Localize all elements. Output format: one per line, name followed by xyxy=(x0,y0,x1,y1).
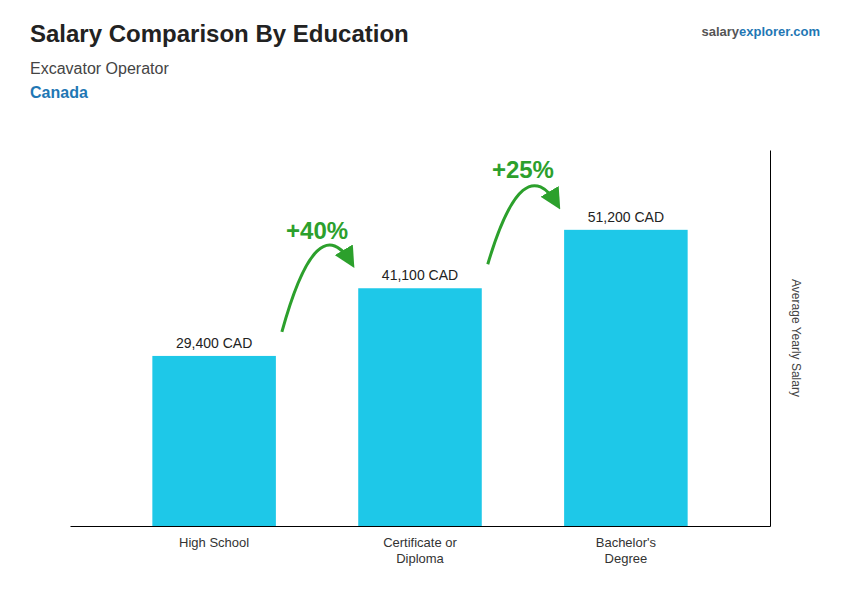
subtitle: Excavator Operator xyxy=(30,60,169,77)
bar xyxy=(152,356,276,526)
bar xyxy=(564,230,688,526)
data-label: 29,400 CAD xyxy=(176,335,252,351)
source: salaryexplorer.com xyxy=(701,24,820,39)
data-label: 41,100 CAD xyxy=(382,267,458,283)
x-axis-line xyxy=(71,526,771,527)
growth-arrow xyxy=(488,186,558,265)
annotations: +40% +25% xyxy=(282,156,558,331)
source-part: salary xyxy=(701,24,739,39)
x-tick-label: Bachelor'sDegree xyxy=(596,535,657,566)
annotation: +25% xyxy=(492,156,554,183)
x-tick: High School xyxy=(179,535,249,550)
data-label: 51,200 CAD xyxy=(588,209,664,225)
annotation: +40% xyxy=(286,217,348,244)
y-axis-line xyxy=(770,151,771,527)
growth-arrow xyxy=(282,245,352,332)
bar xyxy=(358,288,482,526)
x-tick-label: Certificate orDiploma xyxy=(383,535,457,566)
bars xyxy=(152,230,687,526)
title: Salary Comparison By Education xyxy=(30,20,409,47)
subtitle: Canada xyxy=(30,84,88,101)
y-axis xyxy=(770,151,771,527)
x-tick: Certificate orDiploma xyxy=(383,535,457,566)
x-tick: Bachelor'sDegree xyxy=(596,535,657,566)
chart: Salary Comparison By Education Excavator … xyxy=(0,0,850,606)
plot: High School Certificate orDiploma Bachelor… xyxy=(71,151,804,566)
source-part: explorer.com xyxy=(739,24,820,39)
x-tick-label: High School xyxy=(179,535,249,550)
x-axis: High School Certificate orDiploma Bachelor… xyxy=(71,527,771,566)
y-axis-title: Average Yearly Salary xyxy=(789,279,803,397)
